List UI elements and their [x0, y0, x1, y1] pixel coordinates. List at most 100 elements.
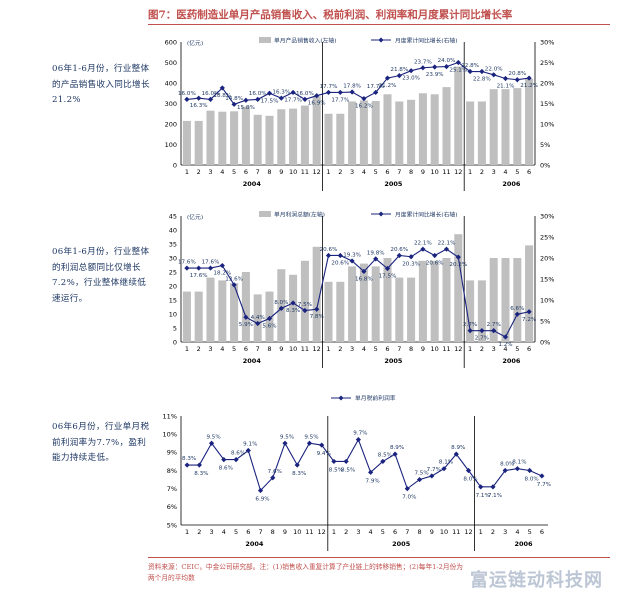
x-tick-label: 5 [234, 528, 238, 536]
line-point [290, 89, 296, 96]
line-point [219, 85, 225, 91]
bar [454, 66, 463, 165]
x-tick-label: 1 [326, 345, 330, 353]
data-label: 2.7% [475, 336, 489, 342]
bar [407, 277, 416, 342]
data-label: 5.6% [262, 323, 276, 329]
data-label: 16.0% [296, 91, 314, 97]
line-point [490, 484, 496, 490]
line-point [233, 457, 239, 463]
x-tick-label: 6 [527, 345, 531, 353]
line-point [416, 476, 423, 483]
y-right-tick-label: 0% [540, 338, 550, 346]
x-tick-label: 6 [244, 345, 248, 353]
x-tick-label: 6 [527, 168, 531, 176]
bar [442, 87, 451, 165]
bar [312, 96, 321, 165]
bar [466, 280, 475, 342]
line-point [207, 265, 214, 271]
bar [489, 89, 498, 165]
year-label: 2006 [502, 180, 521, 188]
bar [466, 101, 475, 165]
source-footer: 资料来源：CEIC，中金公司研究部。注：(1)销售收入重复计算了产业链上的转移销… [148, 563, 463, 582]
data-label: 13.6% [225, 276, 243, 282]
x-tick-label: 5 [515, 345, 519, 353]
data-label: 23.7% [414, 59, 432, 65]
x-tick-label: 1 [185, 168, 189, 176]
x-tick-label: 3 [503, 528, 507, 536]
bar [383, 258, 392, 342]
data-label: 22.1% [414, 241, 432, 247]
line-point [314, 93, 320, 99]
x-tick-label: 12 [313, 168, 321, 176]
x-tick-label: 10 [431, 168, 439, 176]
data-label: 8.5% [378, 452, 392, 458]
data-label: 8.3% [286, 308, 300, 314]
line-point [306, 440, 313, 446]
bar [230, 283, 239, 342]
year-label: 2004 [243, 357, 262, 365]
x-tick-label: 5 [232, 168, 236, 176]
data-label: 2.7% [487, 322, 501, 328]
x-tick-label: 4 [503, 345, 507, 353]
data-label: 7.0% [402, 495, 416, 501]
x-tick-label: 6 [393, 528, 397, 536]
data-label: 20.3% [402, 262, 420, 268]
year-label: 2004 [243, 180, 262, 188]
bar [430, 260, 439, 342]
y-tick-label: 8% [167, 467, 177, 475]
x-tick-label: 4 [369, 528, 373, 536]
x-tick-label: 6 [385, 168, 389, 176]
line-point [396, 252, 402, 259]
x-tick-label: 3 [350, 168, 354, 176]
bar [418, 93, 427, 165]
y-tick-label: 11% [163, 412, 177, 420]
line-point [384, 265, 391, 272]
bar [194, 291, 203, 342]
data-label: 9.4% [317, 451, 331, 457]
line-point [184, 96, 190, 102]
x-tick-label: 3 [208, 345, 212, 353]
bar [442, 258, 451, 342]
line-point [361, 268, 367, 275]
x-tick-label: 5 [374, 345, 378, 353]
legend-bar-label: 单月产品销售收入(左轴) [274, 37, 337, 45]
x-tick-label: 8 [271, 528, 275, 536]
data-label: 20.8% [508, 71, 526, 77]
x-tick-label: 2 [480, 345, 484, 353]
x-tick-label: 5 [381, 528, 385, 536]
line-point [245, 447, 251, 454]
y-left-tick-label: 5 [173, 324, 177, 332]
line-point [282, 440, 288, 446]
line-point [453, 451, 459, 457]
line-point [207, 96, 214, 102]
x-tick-label: 3 [208, 168, 212, 176]
data-label: 8.0% [525, 477, 539, 483]
y-right-tick-label: 10% [540, 120, 554, 128]
y-right-tick-label: 15% [540, 100, 554, 108]
line-point [219, 262, 225, 269]
bar [241, 272, 250, 342]
legend-bar-swatch [259, 211, 271, 217]
year-label: 2006 [502, 357, 521, 365]
legend-line-label: 单月税前利润率 [355, 394, 396, 402]
line-point [514, 77, 520, 83]
line-point [243, 314, 249, 320]
x-tick-label: 7 [405, 528, 409, 536]
bar [383, 94, 392, 165]
data-label: 24.0% [438, 58, 456, 64]
line-point [478, 484, 484, 490]
data-label: 1.2% [498, 342, 512, 348]
data-label: 8.1% [439, 460, 453, 466]
x-tick-label: 3 [356, 528, 360, 536]
line-point [278, 305, 284, 311]
bar [371, 101, 380, 165]
y-right-tick-label: 5% [540, 317, 550, 325]
line-point [325, 89, 332, 96]
x-tick-label: 11 [442, 345, 450, 353]
line-point [526, 75, 532, 81]
data-label: 2.7% [463, 322, 477, 328]
x-tick-label: 9 [421, 168, 425, 176]
data-label: 9.5% [206, 434, 220, 440]
line-point [257, 487, 264, 494]
